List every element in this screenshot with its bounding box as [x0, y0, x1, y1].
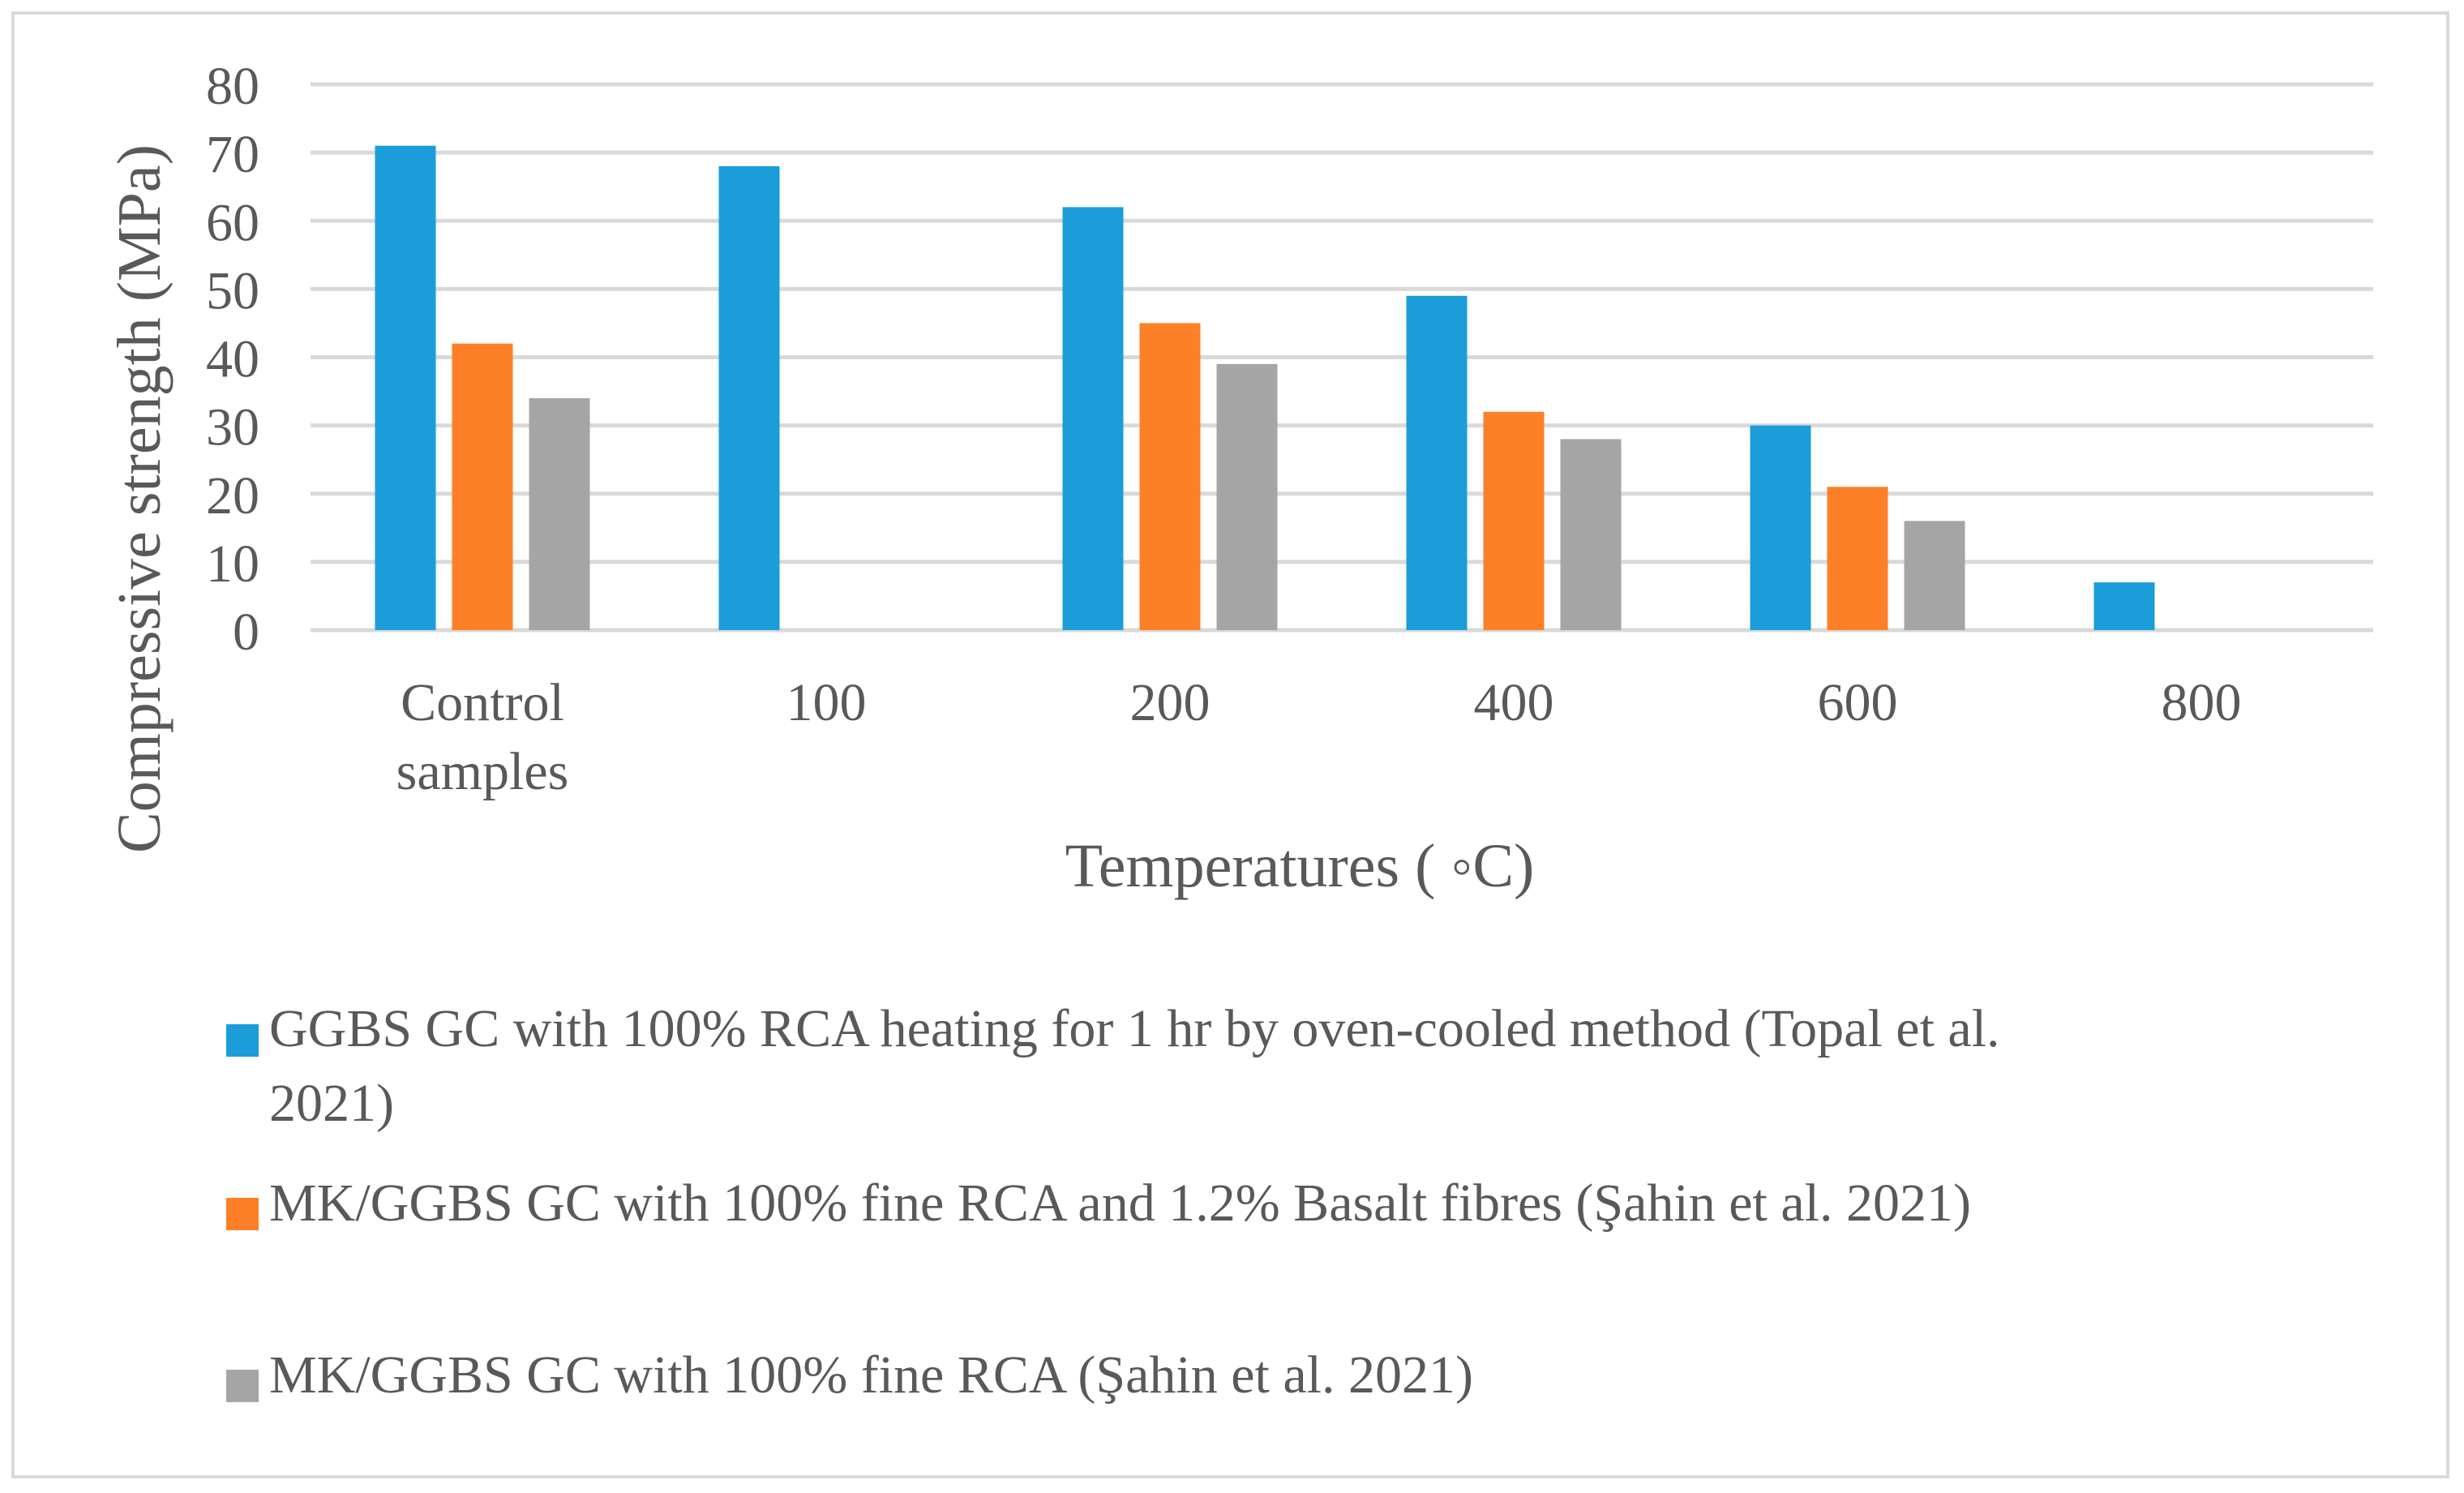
- bar-series-2-cat-3: [1139, 323, 1201, 630]
- x-axis-label: Temperatures ( ◦C): [1065, 832, 1535, 900]
- bar-series-2-cat-5: [1827, 487, 1888, 630]
- legend-label-1: 2021): [269, 1074, 394, 1133]
- legend-swatch-1: [226, 1024, 259, 1057]
- y-tick-label: 40: [206, 330, 259, 389]
- y-tick-label: 50: [206, 261, 259, 320]
- bar-series-1-cat-4: [1406, 295, 1468, 630]
- y-axis-tick-labels: 0 10 20 30 40 50 60 70 80: [206, 57, 259, 662]
- x-tick-label: 600: [1818, 673, 1898, 732]
- y-tick-label: 30: [206, 398, 259, 457]
- bar-series-3-cat-4: [1560, 439, 1622, 630]
- y-axis-label: Compressive strength (MPa): [105, 144, 174, 853]
- bars: [375, 145, 2155, 631]
- gridlines: [311, 82, 2373, 633]
- legend-swatch-3: [226, 1370, 259, 1402]
- bar-series-3-cat-1: [529, 397, 590, 630]
- chart-frame: [11, 11, 2449, 1478]
- bar-series-2-cat-4: [1483, 411, 1545, 630]
- legend-label-3: MK/GGBS GC with 100% fine RCA (Şahin et …: [269, 1345, 1473, 1405]
- bar-series-3-cat-5: [1904, 521, 1965, 630]
- bar-series-3-cat-3: [1216, 363, 1278, 630]
- legend-swatch-2: [226, 1198, 259, 1230]
- bar-series-2-cat-1: [452, 343, 513, 630]
- bar-series-1-cat-3: [1062, 207, 1124, 631]
- bar-series-1-cat-1: [375, 145, 436, 630]
- y-tick-label: 20: [206, 466, 259, 526]
- legend: GGBS GC with 100% RCA heating for 1 hr b…: [226, 999, 2000, 1405]
- x-tick-label: Control: [401, 673, 564, 732]
- x-tick-label: 100: [786, 673, 867, 732]
- legend-label-2: MK/GGBS GC with 100% fine RCA and 1.2% B…: [269, 1173, 1971, 1233]
- bar-series-1-cat-5: [1750, 425, 1811, 630]
- x-tick-label: 200: [1130, 673, 1211, 732]
- bar-series-1-cat-2: [718, 165, 780, 630]
- y-tick-label: 0: [233, 603, 259, 662]
- legend-label-1: GGBS GC with 100% RCA heating for 1 hr b…: [269, 999, 2000, 1058]
- y-tick-label: 60: [206, 193, 259, 252]
- x-axis-tick-labels: Control samples 100 200 400 600 800: [396, 673, 2242, 801]
- x-tick-label: samples: [396, 742, 569, 801]
- y-tick-label: 80: [206, 57, 259, 116]
- y-tick-label: 10: [206, 534, 259, 594]
- x-tick-label: 400: [1474, 673, 1554, 732]
- x-tick-label: 800: [2162, 673, 2242, 732]
- bar-series-1-cat-6: [2093, 582, 2155, 630]
- y-tick-label: 70: [206, 125, 259, 184]
